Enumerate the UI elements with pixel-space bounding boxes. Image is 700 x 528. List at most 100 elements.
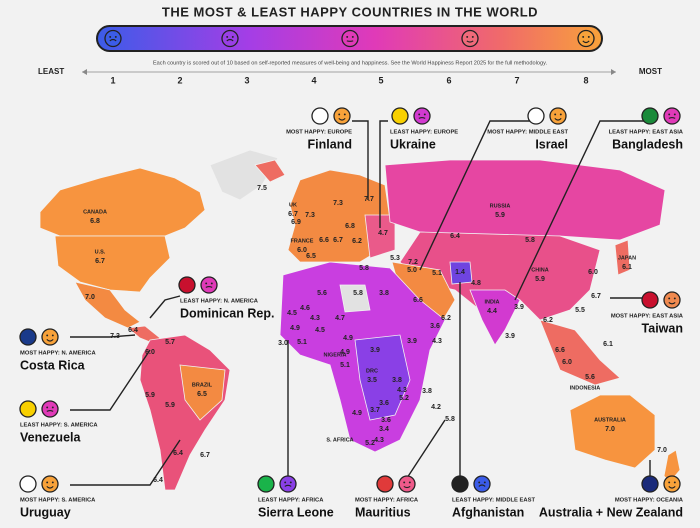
callout-label: MOST HAPPY: OCEANIA [615,498,684,504]
country-score: 4.3 [397,387,407,394]
country-score: 5.1 [432,270,442,277]
face-eye [483,481,486,484]
callout-label: LEAST HAPPY: S. AMERICA [20,423,98,429]
europe [287,169,391,263]
face-eye [471,35,474,38]
face-mouth [668,486,676,489]
flag-icon [19,475,37,493]
face-icon [549,107,567,125]
country-score: 7.0 [605,426,615,433]
country-score: 4.8 [471,280,481,287]
callout-country: Afghanistan [452,505,524,519]
face-mouth [46,486,54,489]
flag-icon [641,291,659,309]
country-name: UK [289,202,297,208]
face-eye [587,35,590,38]
face-mouth [668,117,676,119]
face-icon [663,107,681,125]
afghanistan [449,261,473,285]
country-score: 5.7 [165,339,175,346]
face-eye [403,481,406,484]
callout-label: LEAST HAPPY: N. AMERICA [180,299,259,305]
face-mouth [46,410,54,412]
country-score: 3.9 [407,338,417,345]
callout-country: Dominican Rep. [180,306,274,320]
country-score: 5.8 [525,237,535,244]
country-name: DRC [366,368,378,374]
country-score: 6.6 [319,237,329,244]
scale-tick: 2 [177,75,182,85]
country-score: 6.1 [603,341,613,348]
leader [149,295,181,319]
south-america [139,334,231,491]
country-name: S. AFRICA [326,437,353,443]
face-icon [577,29,595,48]
country-score: 4.3 [374,437,384,444]
country-score: 6.8 [345,223,355,230]
country-score: 5.9 [145,392,155,399]
country-score: 7.3 [110,333,120,340]
face-eye [668,113,671,116]
country-score: 5.9 [165,402,175,409]
country-score: 5.3 [390,255,400,262]
flag-icon [527,107,545,125]
scale-left: LEAST [38,67,64,76]
country-score: 3.9 [505,333,515,340]
world-map [39,149,681,491]
country-name: INDIA [485,299,500,305]
face-mouth [554,118,562,121]
face-icon [473,475,491,493]
callout-country: Mauritius [355,505,411,519]
face-eye [289,481,292,484]
face-eye [338,113,341,116]
flag-icon [257,475,275,493]
callout-label: LEAST HAPPY: AFRICA [258,498,324,504]
country-score: 6.5 [306,253,316,260]
country-score: 3.0 [278,340,288,347]
country-score: 4.7 [335,315,345,322]
country-score: 3.6 [430,323,440,330]
country-name: AUSTRALIA [594,417,626,423]
country-score: 4.7 [378,230,388,237]
country-score: 6.9 [291,219,301,226]
country-score: 6.6 [413,297,423,304]
face-icon [279,475,297,493]
scale-tick: 3 [244,75,249,85]
libya [339,284,371,313]
face-icon [221,29,239,48]
country-score: 7.0 [85,294,95,301]
face-eye [109,35,112,38]
central-africa [354,334,411,421]
country-score: 3.8 [379,290,389,297]
face-eye [423,113,426,116]
country-name: U.S. [95,249,106,255]
face-eye [418,113,421,116]
country-score: 6.7 [333,237,343,244]
flag-icon [311,107,329,125]
face-icon [398,475,416,493]
face-mouth [478,484,486,487]
country-score: 4.2 [431,404,441,411]
country-name: RUSSIA [490,203,511,209]
flag-icon [641,475,659,493]
face-eye [46,481,49,484]
country-score: 5.6 [585,374,595,381]
country-score: 5.8 [445,416,455,423]
face-icon [663,291,681,309]
face-icon [41,400,59,418]
country-score: 6.1 [622,264,632,271]
country-score: 3.8 [422,388,432,395]
country-name: INDONESIA [570,385,601,391]
callout-label: MOST HAPPY: EAST ASIA [611,314,684,320]
country-score: 4.4 [487,308,497,315]
callout-label: MOST HAPPY: MIDDLE EAST [487,130,568,136]
face-mouth [403,485,411,489]
mexico [74,281,141,329]
face-icon [663,475,681,493]
callout-label: MOST HAPPY: N. AMERICA [20,351,96,357]
country-score: 6.2 [441,315,451,322]
country-score: 5.9 [535,276,545,283]
face-mouth [338,118,346,121]
greenland [209,149,279,201]
country-score: 5.9 [495,212,505,219]
